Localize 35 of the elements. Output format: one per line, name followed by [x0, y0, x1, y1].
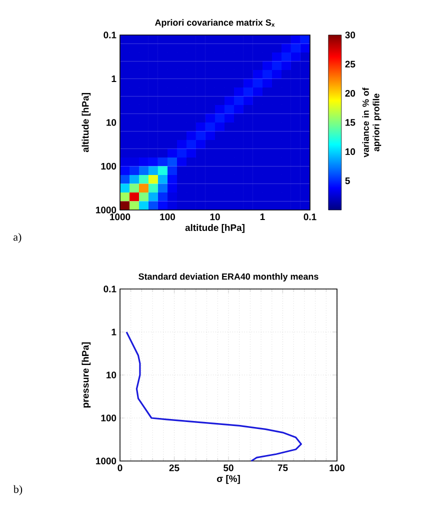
x-tick-label: 0.1	[304, 214, 316, 220]
x-tick-label: 25	[169, 464, 180, 472]
chart-title: Standard deviation ERA40 monthly means	[138, 273, 318, 282]
x-tick-label: 100	[330, 464, 345, 472]
x-tick-label: 50	[224, 464, 234, 472]
y-tick-label: 1000	[96, 458, 116, 464]
y-tick-label: 1000	[96, 206, 116, 214]
color-bar-label: 15	[346, 119, 356, 126]
color-bar-label: 10	[346, 148, 356, 156]
x-tick-label: 10	[210, 214, 220, 220]
y-tick-label: 0.1	[104, 32, 116, 38]
y-axis-title: altitude [hPa]	[82, 93, 91, 152]
y-tick-label: 1	[112, 75, 116, 82]
text: b)	[13, 485, 22, 496]
color-bar-label: 30	[345, 32, 356, 38]
y-tick-label: 1	[112, 328, 116, 336]
y-tick-label: 10	[106, 119, 116, 126]
x-axis-title: altitude [hPa]	[185, 224, 244, 233]
color-bar-label: 5	[345, 178, 350, 184]
y-tick-label: 100	[101, 162, 116, 170]
color-bar-title: variance in % of apriori profile	[362, 88, 382, 158]
line-series	[126, 331, 302, 462]
y-tick-label: 10	[106, 372, 116, 378]
y-tick-label: 0.1	[104, 286, 116, 292]
x-tick-label: 0	[118, 464, 122, 472]
x-tick-label: 1	[260, 214, 265, 220]
text: a)	[14, 233, 22, 243]
x-tick-label: 100	[160, 214, 175, 220]
color-bar-label: 25	[345, 60, 356, 68]
y-axis-title: pressure [hPa]	[82, 342, 91, 408]
y-tick-label: 100	[101, 414, 116, 422]
chart-title: Apriori covariance matrix S$_{x}$	[155, 19, 275, 28]
x-axis-title: σ [%]	[216, 475, 240, 484]
x-tick-label: 75	[278, 464, 288, 472]
color-bar-label: 20	[345, 90, 356, 97]
